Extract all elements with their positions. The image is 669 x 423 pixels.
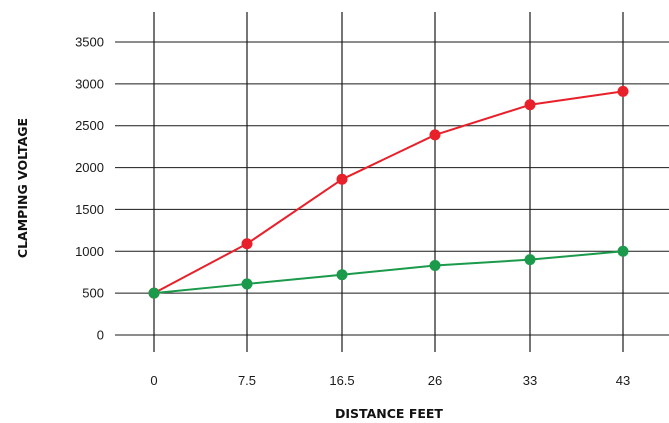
grid-lines (115, 12, 669, 352)
data-point (336, 173, 348, 185)
x-tick-label: 43 (616, 373, 630, 388)
y-tick-label: 3000 (75, 76, 104, 91)
series-1 (148, 245, 629, 299)
x-tick-label: 16.5 (329, 373, 354, 388)
data-point (148, 287, 160, 299)
series-layer (148, 85, 629, 299)
data-point (617, 245, 629, 257)
data-point (241, 278, 253, 290)
y-tick-labels: 0 500 1000 1500 2000 2500 3000 3500 (75, 35, 104, 343)
data-point (617, 85, 629, 97)
y-tick-label: 3500 (75, 35, 104, 50)
x-axis-title: DISTANCE FEET (335, 406, 443, 421)
x-tick-label: 7.5 (238, 373, 256, 388)
data-point (241, 238, 253, 250)
data-point (429, 129, 441, 141)
y-tick-label: 500 (82, 286, 104, 301)
y-tick-label: 1000 (75, 244, 104, 259)
series-0 (148, 85, 629, 299)
x-tick-label: 0 (150, 373, 157, 388)
data-point (524, 254, 536, 266)
x-tick-label: 33 (523, 373, 537, 388)
y-tick-label: 0 (97, 328, 104, 343)
y-tick-label: 1500 (75, 202, 104, 217)
y-axis-title: CLAMPING VOLTAGE (15, 118, 30, 258)
x-tick-labels: 0 7.5 16.5 26 33 43 (150, 373, 630, 388)
data-point (336, 269, 348, 281)
data-point (429, 260, 441, 272)
y-tick-label: 2500 (75, 118, 104, 133)
series-line (153, 250, 624, 295)
data-point (524, 99, 536, 111)
y-tick-label: 2000 (75, 160, 104, 175)
x-tick-label: 26 (428, 373, 442, 388)
series-line (153, 90, 624, 295)
